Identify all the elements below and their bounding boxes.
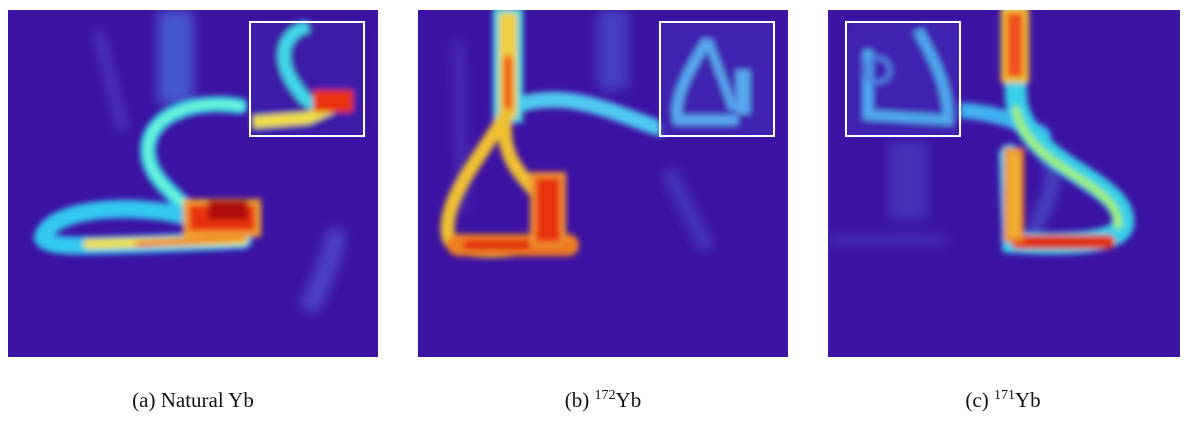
isotope-mass: 171 (994, 388, 1015, 403)
isotope-mass: 172 (595, 388, 616, 403)
figure (0, 0, 1189, 370)
page: (a) Natural Yb (b) 172Yb (c) 171Yb (() =… (0, 0, 1189, 437)
panel-b-image (418, 10, 788, 357)
caption-label: (c) (965, 388, 988, 412)
panel-c-image (828, 10, 1180, 357)
caption: (c) 171Yb (818, 388, 1188, 413)
caption: (a) Natural Yb (8, 388, 378, 413)
caption-label: (a) (132, 388, 155, 412)
caption-label: (b) (565, 388, 590, 412)
caption: (b) 172Yb (418, 388, 788, 413)
caption-text: Yb (1015, 388, 1041, 412)
caption-text: Yb (616, 388, 642, 412)
panel-a-image (8, 10, 378, 357)
caption-text: Natural Yb (161, 388, 254, 412)
